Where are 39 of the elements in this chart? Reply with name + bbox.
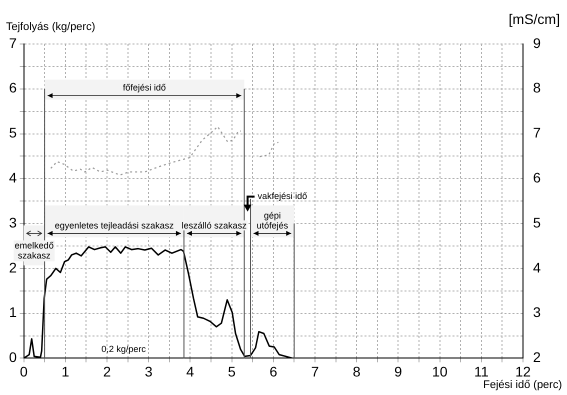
x-tick-label: 5 bbox=[228, 363, 236, 380]
y-tick-label: 5 bbox=[8, 124, 17, 141]
y2-tick-label: 9 bbox=[533, 34, 541, 51]
y2-tick-label: 6 bbox=[533, 170, 541, 186]
y2-tick-label: 8 bbox=[533, 80, 541, 96]
band-label: egyenletes tejleadási szakasz bbox=[54, 220, 174, 230]
band-label: főfejési idő bbox=[122, 82, 166, 93]
y-tick-label: 1 bbox=[8, 304, 17, 320]
x-tick-label: 6 bbox=[269, 363, 278, 380]
y2-tick-label: 3 bbox=[533, 304, 541, 320]
x-tick-label: 12 bbox=[515, 363, 531, 380]
y-tick-label: 6 bbox=[8, 80, 17, 96]
x-tick-label: 1 bbox=[61, 363, 70, 380]
x-tick-label: 8 bbox=[352, 363, 361, 380]
x-tick-label: 4 bbox=[186, 363, 194, 380]
y2-tick-label: 4 bbox=[533, 259, 541, 276]
x-tick-label: 3 bbox=[144, 363, 153, 380]
x-tick-label: 10 bbox=[432, 363, 448, 380]
x-tick-label: 11 bbox=[474, 363, 489, 380]
y2-axis-title: [mS/cm] bbox=[508, 11, 560, 27]
x-tick-label: 7 bbox=[311, 363, 320, 380]
y2-tick-label: 5 bbox=[533, 214, 541, 230]
y-tick-label: 7 bbox=[8, 34, 17, 51]
annotation: vakfejési idő bbox=[258, 191, 308, 202]
band-label: gépi utófejés bbox=[256, 210, 289, 230]
annotation: 0,2 kg/perc bbox=[101, 344, 146, 354]
x-axis-title: Fejési idő (perc) bbox=[483, 379, 562, 391]
y-tick-label: 4 bbox=[8, 170, 17, 186]
band-label: leszálló szakasz bbox=[182, 220, 248, 230]
y-axis-title: Tejfolyás (kg/perc) bbox=[6, 21, 96, 33]
y2-tick-label: 2 bbox=[533, 349, 541, 366]
y2-tick-label: 7 bbox=[533, 124, 541, 141]
band-label: emelkedő szakasz bbox=[14, 240, 54, 260]
x-tick-label: 0 bbox=[20, 363, 28, 380]
y-tick-label: 0 bbox=[8, 349, 17, 366]
y-tick-label: 3 bbox=[8, 214, 17, 230]
x-tick-label: 9 bbox=[394, 363, 402, 380]
y-tick-label: 2 bbox=[8, 259, 17, 276]
x-tick-label: 2 bbox=[103, 363, 112, 380]
